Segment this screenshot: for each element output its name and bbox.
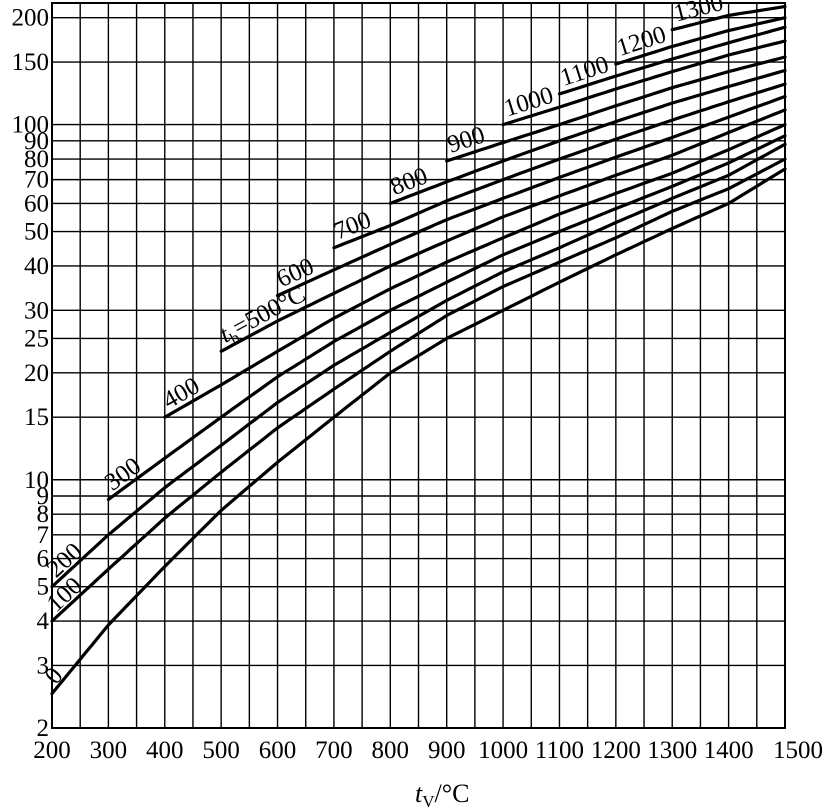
y-tick-label: 6 — [37, 546, 50, 573]
x-tick-label: 800 — [372, 737, 410, 764]
y-tick-label: 100 — [12, 112, 50, 139]
y-tick-label: 40 — [24, 253, 49, 280]
x-tick-label: 1000 — [478, 737, 528, 764]
x-tick-label: 200 — [33, 737, 71, 764]
x-tick-label: 400 — [146, 737, 184, 764]
y-tick-label: 90 — [24, 128, 49, 155]
y-tick-label: 150 — [12, 49, 50, 76]
y-tick-label: 200 — [12, 5, 50, 32]
y-tick-label: 25 — [24, 325, 49, 352]
x-tick-label: 1400 — [704, 737, 754, 764]
series-label: 800 — [387, 162, 432, 201]
series-label: 700 — [330, 206, 375, 245]
y-tick-label: 30 — [24, 297, 49, 324]
series-line — [163, 123, 787, 419]
series-line — [50, 157, 787, 623]
series-line — [670, 4, 787, 32]
x-tick-label: 700 — [315, 737, 353, 764]
series-line — [614, 16, 787, 66]
series-line — [50, 167, 787, 696]
x-tick-label: 900 — [428, 737, 466, 764]
y-tick-label: 60 — [24, 190, 49, 217]
series-line — [501, 39, 787, 127]
y-tick-label: 9 — [37, 483, 50, 510]
x-tick-label: 600 — [259, 737, 297, 764]
x-tick-label: 1200 — [591, 737, 641, 764]
y-tick-label: 15 — [24, 404, 49, 431]
x-tick-label: 1300 — [647, 737, 697, 764]
x-tick-label: 300 — [90, 737, 128, 764]
x-tick-label: 1100 — [535, 737, 584, 764]
y-tick-label: 10 — [24, 467, 49, 494]
y-tick-label: 70 — [24, 167, 49, 194]
series-label: 900 — [444, 121, 488, 158]
y-tick-label: 5 — [37, 574, 50, 601]
x-tick-label: 500 — [202, 737, 240, 764]
tick-labels: 200 300 400 500 600 700 800 900 1000 1100 1200 1300… — [12, 5, 824, 764]
y-tick-label: 20 — [24, 360, 49, 387]
series-line — [219, 108, 787, 353]
series-line — [332, 82, 787, 250]
series-line — [445, 55, 787, 163]
y-tick-label: 2 — [37, 715, 50, 742]
series-line — [275, 94, 787, 298]
series-label: 300 — [100, 452, 146, 496]
series-label: 600 — [273, 253, 318, 293]
series-line — [388, 68, 787, 205]
y-tick-label: 50 — [24, 219, 49, 246]
y-tick-label: 80 — [24, 146, 49, 173]
y-tick-label: 7 — [37, 522, 50, 549]
series-line — [50, 142, 787, 589]
grid — [51, 2, 786, 729]
series-line — [557, 25, 787, 96]
series-lines — [50, 4, 787, 696]
y-tick-label: 4 — [37, 608, 50, 635]
series-line — [106, 134, 787, 502]
y-tick-label: 8 — [37, 501, 50, 528]
y-tick-label: 3 — [37, 652, 50, 679]
x-axis-title: tV/°C — [415, 779, 469, 810]
x-tick-label: 1500 — [773, 737, 823, 764]
